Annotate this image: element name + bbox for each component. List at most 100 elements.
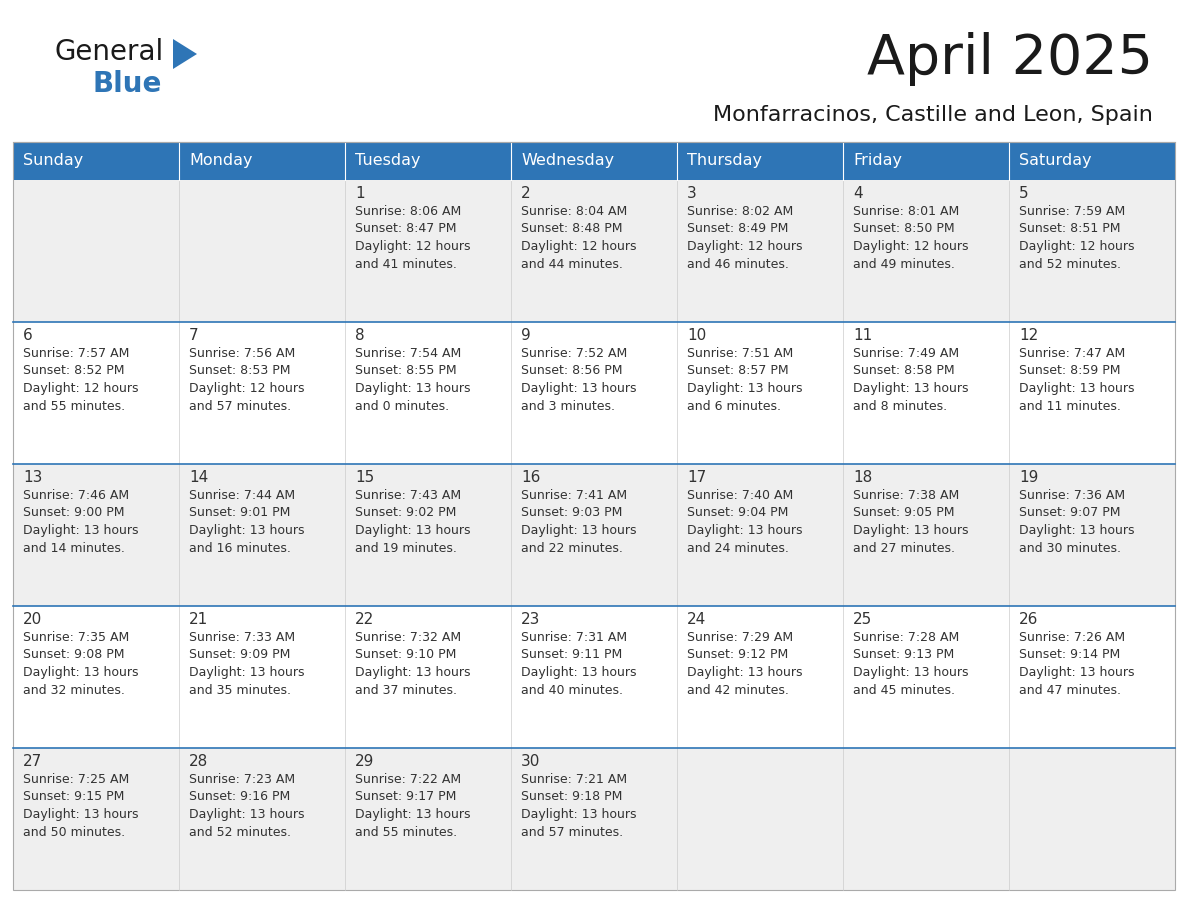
Text: Daylight: 12 hours: Daylight: 12 hours [189, 382, 304, 395]
Text: 7: 7 [189, 328, 198, 343]
Text: 29: 29 [355, 754, 374, 769]
Text: Sunset: 8:57 PM: Sunset: 8:57 PM [687, 364, 789, 377]
Bar [677, 142, 843, 180]
Bar [843, 142, 1009, 180]
Text: Sunset: 9:11 PM: Sunset: 9:11 PM [522, 648, 623, 662]
Text: 10: 10 [687, 328, 706, 343]
Text: Daylight: 13 hours: Daylight: 13 hours [1019, 524, 1135, 537]
Text: Sunset: 8:51 PM: Sunset: 8:51 PM [1019, 222, 1120, 236]
Text: Sunset: 8:48 PM: Sunset: 8:48 PM [522, 222, 623, 236]
Text: 22: 22 [355, 612, 374, 627]
Text: Sunrise: 7:28 AM: Sunrise: 7:28 AM [853, 631, 959, 644]
Text: Friday: Friday [853, 153, 902, 169]
Text: Monfarracinos, Castille and Leon, Spain: Monfarracinos, Castille and Leon, Spain [713, 105, 1154, 125]
Bar [13, 748, 1175, 890]
Text: and 57 minutes.: and 57 minutes. [189, 399, 291, 412]
Text: and 30 minutes.: and 30 minutes. [1019, 542, 1121, 554]
Text: 21: 21 [189, 612, 208, 627]
Text: Sunrise: 7:31 AM: Sunrise: 7:31 AM [522, 631, 627, 644]
Text: Daylight: 12 hours: Daylight: 12 hours [23, 382, 139, 395]
Bar [13, 142, 179, 180]
Text: and 46 minutes.: and 46 minutes. [687, 258, 789, 271]
Text: Sunrise: 7:49 AM: Sunrise: 7:49 AM [853, 347, 959, 360]
Text: and 45 minutes.: and 45 minutes. [853, 684, 955, 697]
Text: and 11 minutes.: and 11 minutes. [1019, 399, 1120, 412]
Text: and 8 minutes.: and 8 minutes. [853, 399, 947, 412]
Text: Sunrise: 7:54 AM: Sunrise: 7:54 AM [355, 347, 461, 360]
Text: Sunrise: 8:01 AM: Sunrise: 8:01 AM [853, 205, 959, 218]
Text: Daylight: 13 hours: Daylight: 13 hours [853, 524, 968, 537]
Text: Daylight: 13 hours: Daylight: 13 hours [687, 666, 803, 679]
Text: Sunset: 8:49 PM: Sunset: 8:49 PM [687, 222, 789, 236]
Text: Sunset: 9:05 PM: Sunset: 9:05 PM [853, 507, 954, 520]
Text: Sunset: 9:14 PM: Sunset: 9:14 PM [1019, 648, 1120, 662]
Bar [13, 464, 1175, 606]
Text: 4: 4 [853, 186, 862, 201]
Text: Daylight: 12 hours: Daylight: 12 hours [522, 240, 637, 253]
Text: Daylight: 13 hours: Daylight: 13 hours [522, 382, 637, 395]
Text: Sunrise: 7:51 AM: Sunrise: 7:51 AM [687, 347, 794, 360]
Text: Sunset: 9:16 PM: Sunset: 9:16 PM [189, 790, 290, 803]
Text: 9: 9 [522, 328, 531, 343]
Text: and 52 minutes.: and 52 minutes. [1019, 258, 1121, 271]
Text: Sunset: 9:07 PM: Sunset: 9:07 PM [1019, 507, 1120, 520]
Text: 8: 8 [355, 328, 365, 343]
Text: April 2025: April 2025 [867, 32, 1154, 86]
Text: Sunset: 9:12 PM: Sunset: 9:12 PM [687, 648, 789, 662]
Text: Sunrise: 7:26 AM: Sunrise: 7:26 AM [1019, 631, 1125, 644]
Text: and 57 minutes.: and 57 minutes. [522, 825, 624, 838]
Text: Sunrise: 7:35 AM: Sunrise: 7:35 AM [23, 631, 129, 644]
Text: and 37 minutes.: and 37 minutes. [355, 684, 457, 697]
Text: Daylight: 13 hours: Daylight: 13 hours [853, 382, 968, 395]
Text: and 42 minutes.: and 42 minutes. [687, 684, 789, 697]
Text: Daylight: 13 hours: Daylight: 13 hours [522, 808, 637, 821]
Text: 12: 12 [1019, 328, 1038, 343]
Text: and 55 minutes.: and 55 minutes. [355, 825, 457, 838]
Text: and 32 minutes.: and 32 minutes. [23, 684, 125, 697]
Text: 25: 25 [853, 612, 872, 627]
Text: Saturday: Saturday [1019, 153, 1092, 169]
Text: Sunset: 9:09 PM: Sunset: 9:09 PM [189, 648, 290, 662]
Text: Sunset: 8:50 PM: Sunset: 8:50 PM [853, 222, 955, 236]
Text: Sunrise: 8:06 AM: Sunrise: 8:06 AM [355, 205, 461, 218]
Text: and 49 minutes.: and 49 minutes. [853, 258, 955, 271]
Text: Sunrise: 8:04 AM: Sunrise: 8:04 AM [522, 205, 627, 218]
Text: 23: 23 [522, 612, 541, 627]
Text: and 19 minutes.: and 19 minutes. [355, 542, 457, 554]
Text: Sunset: 9:10 PM: Sunset: 9:10 PM [355, 648, 456, 662]
Text: Daylight: 12 hours: Daylight: 12 hours [355, 240, 470, 253]
Text: Daylight: 13 hours: Daylight: 13 hours [1019, 382, 1135, 395]
Text: Sunset: 9:01 PM: Sunset: 9:01 PM [189, 507, 290, 520]
Text: and 55 minutes.: and 55 minutes. [23, 399, 125, 412]
Text: Sunset: 9:00 PM: Sunset: 9:00 PM [23, 507, 125, 520]
Text: 6: 6 [23, 328, 33, 343]
Text: 1: 1 [355, 186, 365, 201]
Text: Sunset: 8:56 PM: Sunset: 8:56 PM [522, 364, 623, 377]
Text: Sunset: 9:17 PM: Sunset: 9:17 PM [355, 790, 456, 803]
Text: Sunrise: 7:25 AM: Sunrise: 7:25 AM [23, 773, 129, 786]
Text: Sunset: 9:13 PM: Sunset: 9:13 PM [853, 648, 954, 662]
Text: Thursday: Thursday [687, 153, 762, 169]
Text: 14: 14 [189, 470, 208, 485]
Text: and 44 minutes.: and 44 minutes. [522, 258, 623, 271]
Text: Daylight: 13 hours: Daylight: 13 hours [1019, 666, 1135, 679]
Text: Daylight: 13 hours: Daylight: 13 hours [355, 524, 470, 537]
Text: Daylight: 13 hours: Daylight: 13 hours [355, 808, 470, 821]
Text: 30: 30 [522, 754, 541, 769]
Text: and 24 minutes.: and 24 minutes. [687, 542, 789, 554]
Text: Sunday: Sunday [23, 153, 83, 169]
Text: 28: 28 [189, 754, 208, 769]
Text: Sunrise: 8:02 AM: Sunrise: 8:02 AM [687, 205, 794, 218]
Bar [13, 142, 1175, 890]
Text: Daylight: 13 hours: Daylight: 13 hours [853, 666, 968, 679]
Text: Daylight: 13 hours: Daylight: 13 hours [23, 666, 139, 679]
Text: Daylight: 13 hours: Daylight: 13 hours [23, 524, 139, 537]
Text: Sunrise: 7:59 AM: Sunrise: 7:59 AM [1019, 205, 1125, 218]
Text: Sunrise: 7:41 AM: Sunrise: 7:41 AM [522, 489, 627, 502]
Text: Sunrise: 7:57 AM: Sunrise: 7:57 AM [23, 347, 129, 360]
Bar [13, 322, 1175, 464]
Text: Tuesday: Tuesday [355, 153, 421, 169]
Text: Sunrise: 7:44 AM: Sunrise: 7:44 AM [189, 489, 295, 502]
Text: and 47 minutes.: and 47 minutes. [1019, 684, 1121, 697]
Text: Daylight: 13 hours: Daylight: 13 hours [189, 524, 304, 537]
